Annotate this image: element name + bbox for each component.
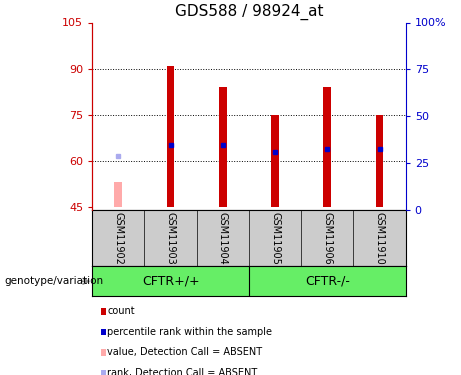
Bar <box>114 182 122 207</box>
Text: GSM11902: GSM11902 <box>113 211 124 265</box>
Text: GSM11906: GSM11906 <box>322 212 332 264</box>
Bar <box>167 66 174 207</box>
Text: count: count <box>107 306 135 316</box>
Text: GSM11905: GSM11905 <box>270 211 280 265</box>
Text: GSM11903: GSM11903 <box>165 212 176 264</box>
Text: CFTR-/-: CFTR-/- <box>305 275 350 288</box>
Bar <box>271 115 279 207</box>
Text: GSM11904: GSM11904 <box>218 212 228 264</box>
Text: genotype/variation: genotype/variation <box>5 276 104 286</box>
Text: value, Detection Call = ABSENT: value, Detection Call = ABSENT <box>107 348 262 357</box>
Text: rank, Detection Call = ABSENT: rank, Detection Call = ABSENT <box>107 368 258 375</box>
Bar <box>376 115 384 207</box>
Text: GSM11910: GSM11910 <box>374 212 384 264</box>
Bar <box>219 87 227 207</box>
Title: GDS588 / 98924_at: GDS588 / 98924_at <box>175 3 323 20</box>
Text: CFTR+/+: CFTR+/+ <box>142 275 199 288</box>
Text: percentile rank within the sample: percentile rank within the sample <box>107 327 272 337</box>
Bar <box>323 87 331 207</box>
